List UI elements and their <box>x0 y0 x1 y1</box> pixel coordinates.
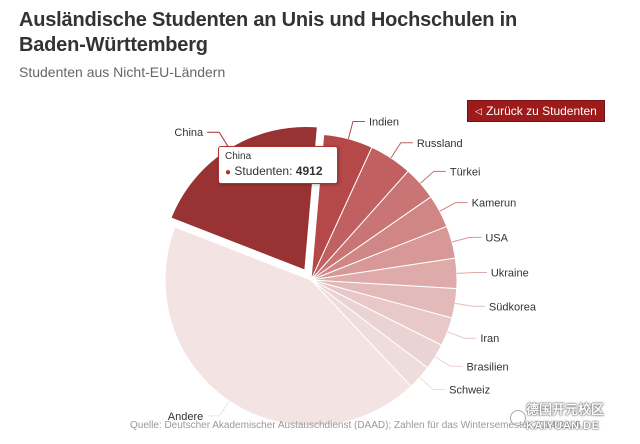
tooltip-series: Studenten: <box>234 164 293 178</box>
label-connector-schweiz <box>419 377 446 390</box>
slice-label-indien: Indien <box>369 116 399 128</box>
source-credits[interactable]: Quelle: Deutscher Akademischer Austausch… <box>130 420 581 431</box>
label-connector-indien <box>347 120 365 139</box>
slice-label-turkei: Türkei <box>450 166 481 178</box>
slice-label-sudkorea: Südkorea <box>489 301 537 313</box>
slice-label-brasilien: Brasilien <box>466 361 508 373</box>
slice-tooltip: China ● Studenten: 4912 <box>218 146 338 184</box>
slice-label-usa: USA <box>485 232 508 244</box>
back-button-label: Zurück zu Studenten <box>486 104 597 118</box>
label-connector-kamerun <box>439 202 468 212</box>
slice-label-ukraine: Ukraine <box>491 267 529 279</box>
tooltip-category: China <box>225 151 252 162</box>
chart-subtitle: Studenten aus Nicht-EU-Ländern <box>19 64 226 80</box>
slice-label-china: China <box>174 127 204 139</box>
back-to-students-button[interactable]: ◁ Zurück zu Studenten <box>467 100 605 122</box>
slice-label-andere: Andere <box>168 411 203 423</box>
watermark-line1: 德国开元校区 <box>526 402 605 417</box>
watermark-logo-icon <box>510 410 526 426</box>
label-connector-brasilien <box>434 356 463 367</box>
label-connector-ukraine <box>456 271 487 274</box>
label-connector-andere <box>207 400 230 417</box>
slice-label-kamerun: Kamerun <box>472 198 517 210</box>
watermark: 德国开元校区 KAIYUAN.DE <box>526 402 638 438</box>
watermark-line2: KAIYUAN.DE <box>526 420 600 432</box>
label-connector-china <box>207 131 230 148</box>
label-connector-sudkorea <box>455 302 485 307</box>
label-connector-iran <box>447 331 477 339</box>
series-dot-icon: ● <box>225 167 232 178</box>
slice-label-iran: Iran <box>480 333 499 345</box>
tooltip-value: 4912 <box>295 164 323 178</box>
slice-label-russland: Russland <box>417 138 463 150</box>
label-connector-turkei <box>420 170 446 184</box>
slice-label-schweiz: Schweiz <box>449 384 490 396</box>
tooltip-row: ● Studenten: 4912 <box>225 164 331 178</box>
label-connector-russland <box>390 142 413 159</box>
label-connector-usa <box>451 236 482 243</box>
chart-title: Ausländische Studenten an Unis und Hochs… <box>19 9 518 56</box>
back-arrow-icon: ◁ <box>475 105 483 116</box>
